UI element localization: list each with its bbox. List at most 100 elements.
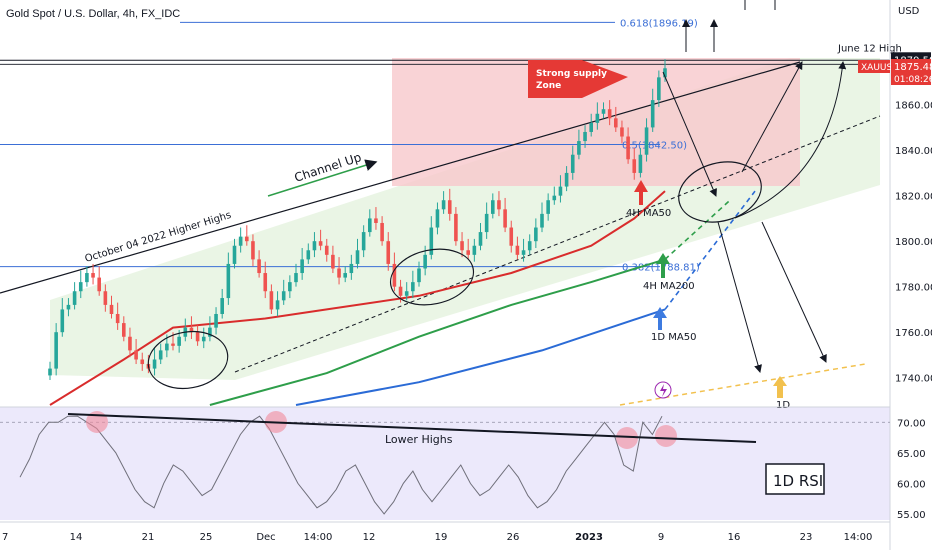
candle-body [343,273,347,278]
candle-body [134,350,138,360]
price-tick: 1800.00 [895,237,932,248]
lower-highs-label: Lower Highs [385,433,453,446]
candle-body [380,222,384,242]
ma50-1d-projection [664,190,756,310]
lower-highs-line [67,413,757,443]
candle-body [552,195,557,201]
rsi-tick: 60.00 [897,479,926,490]
ma-partial-label: 1D [776,400,790,411]
candle-body [546,200,550,214]
candle-body [103,291,108,305]
candle-body [97,277,101,292]
candle-body [386,241,391,264]
rsi-tick: 55.00 [897,510,926,521]
candle-body [650,100,655,128]
candle-body [331,254,335,269]
candle-body [122,323,126,337]
ellipse-2 [389,248,475,306]
candle-body [324,245,329,255]
ma50-4h-arrow [634,180,648,205]
candle-body [497,200,501,210]
time-tick: 14:00 [304,532,333,543]
candle-body [349,263,354,274]
candle-body [423,254,427,269]
candle-body [589,122,593,132]
candle-body [361,232,366,251]
channel-label: Channel Up [293,150,363,185]
candle-body [140,359,145,365]
candle-body [577,141,581,155]
candle-body [558,186,563,196]
candle-body [484,213,489,233]
price-tick: 1780.00 [895,283,932,294]
candle-body [441,200,446,210]
candle-body [368,218,372,233]
june-high-label: June 12 High [837,43,902,54]
candle-body [392,263,397,287]
candle-body [337,268,341,278]
candle-body [128,336,132,351]
candle-body [115,313,120,324]
candle-body [657,77,661,101]
candle-body [189,327,194,333]
price-tick: 1820.00 [895,192,932,203]
currency-label: USD [898,6,920,17]
candle-body [454,213,458,242]
rsi-peak-marker [86,411,108,433]
rsi-peak-marker [616,427,638,449]
candle-body [78,282,83,292]
candle-body [300,259,304,274]
rsi-tick: 70.00 [897,418,926,429]
candle-body [398,286,403,296]
candle-body [60,309,65,333]
time-tick: 25 [200,532,213,543]
candle-body [540,213,544,228]
symbol-label: XAUUSD [861,63,899,73]
candle-body [583,131,587,142]
ma50-1d-label: 1D MA50 [651,332,696,343]
time-tick: 16 [728,532,741,543]
candle-body [429,227,434,255]
candle-body [435,209,440,228]
ellipse-3 [678,161,762,223]
time-tick: 2023 [575,532,603,543]
candle-body [257,259,261,274]
symbol-tag [858,60,890,73]
candle-body [66,304,71,310]
arrow-up-1 [741,61,803,173]
channel-lower-line [234,115,881,373]
candle-body [478,232,483,246]
ma-partial-arrow [773,376,787,398]
candle-body [214,313,218,328]
rsi-title-box [765,463,825,495]
candle-body [54,332,58,369]
rsi-line [19,415,663,515]
candle-body [158,350,163,360]
candle-body [644,127,649,155]
candle-body [91,273,95,278]
time-tick: 26 [507,532,520,543]
ma50-1d-arrow [653,307,667,330]
channel-upper-line [0,61,801,294]
candle-body [663,68,667,78]
rsi-background [0,407,890,520]
candle-body [491,200,495,214]
candle-body [614,118,618,128]
ma50-4h-line [49,190,666,406]
candle-body [472,245,477,255]
candle-body [417,268,421,283]
fib-label: 0.618(1896.19) [620,18,698,29]
candle-body [534,227,538,242]
candle-body [165,343,169,351]
chart-title: Gold Spot / U.S. Dollar, 4h, FX_IDC [6,8,181,20]
candle-body [238,236,243,246]
candle-body [312,241,317,251]
candle-body [177,336,181,346]
candle-body [275,300,280,310]
candle-body [220,298,224,314]
arrow-down-2 [717,221,762,373]
channel-arrow [267,159,378,197]
candle-body [232,245,237,264]
candle-body [570,154,575,173]
